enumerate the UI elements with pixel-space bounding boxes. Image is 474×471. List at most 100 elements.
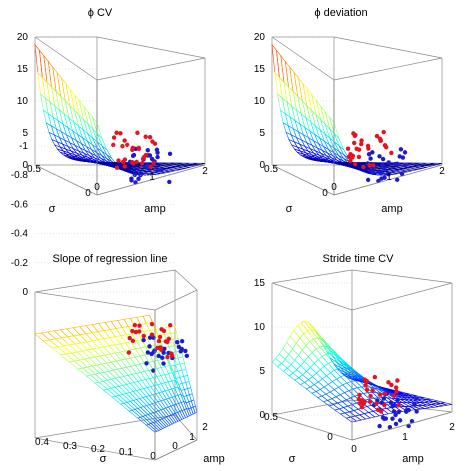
box-edge [34, 414, 176, 439]
mesh-cell [282, 341, 293, 355]
mesh-cell [292, 128, 303, 141]
mesh-cell [103, 329, 116, 339]
blue-point [388, 400, 394, 405]
amp-tick-label: 2 [202, 422, 208, 433]
mesh-cell [47, 330, 63, 340]
mesh-cell [297, 131, 308, 144]
z-tick-label: 0 [259, 160, 265, 171]
z-tick-label: 20 [254, 32, 266, 43]
sigma-axis-label: σ [100, 453, 107, 465]
mesh-cell [34, 332, 51, 342]
sigma-tick-label: 0.3 [63, 441, 77, 452]
mesh-cell [85, 340, 100, 350]
mesh-cell [91, 331, 105, 341]
mesh-cell [97, 338, 110, 348]
blue-point [402, 163, 408, 168]
red-point [356, 154, 362, 160]
blue-point [365, 177, 371, 183]
mesh-cell [114, 343, 126, 353]
box-edge [333, 164, 443, 196]
mesh-cell [37, 71, 46, 99]
box-edge [333, 57, 443, 81]
mesh-cell [34, 43, 43, 79]
mesh-cell [187, 387, 193, 396]
box-edge [174, 269, 198, 291]
mesh-cell [114, 351, 127, 361]
mesh-cell [134, 355, 145, 365]
blue-point [155, 150, 160, 155]
mesh-cell [163, 416, 173, 426]
red-point [130, 145, 136, 151]
blue-point [385, 171, 391, 177]
red-point [352, 140, 357, 146]
mesh-cell [47, 60, 57, 93]
red-point [391, 393, 396, 398]
mesh-cell [92, 347, 106, 357]
blue-point [380, 162, 385, 168]
mesh-cell [183, 375, 190, 383]
mesh-cell [74, 342, 89, 352]
amp-tick-label: 0 [351, 444, 357, 455]
red-point [132, 323, 138, 328]
blue-point [159, 168, 164, 173]
blue-point [414, 409, 419, 414]
panel-title: Stride time CV [323, 253, 395, 265]
mesh-cell [167, 380, 176, 390]
red-point [364, 387, 370, 393]
red-point [386, 380, 391, 385]
sigma-axis-label: σ [286, 203, 293, 215]
mesh-cell [275, 353, 286, 364]
box-edge [34, 164, 98, 196]
z-tick-label: 0 [259, 410, 265, 421]
blue-point [377, 154, 382, 159]
blue-point [395, 397, 400, 403]
sigma-axis-label: σ [289, 453, 296, 465]
red-point [133, 329, 139, 335]
red-point [127, 335, 132, 341]
mesh-cell [108, 344, 121, 354]
blue-point [161, 361, 166, 366]
blue-point [377, 170, 383, 175]
blue-point [161, 350, 166, 355]
red-point [378, 138, 383, 144]
mesh-cell [156, 367, 166, 376]
red-point [134, 159, 139, 165]
mesh-cell [129, 400, 142, 409]
red-point [382, 391, 388, 396]
blue-point [379, 176, 384, 181]
red-point [352, 161, 358, 167]
blue-point [377, 423, 382, 429]
red-point [394, 389, 399, 394]
red-point [396, 403, 401, 408]
mesh-cell [143, 405, 154, 414]
red-point [357, 392, 362, 398]
red-point [141, 154, 147, 160]
mesh-cell [290, 359, 302, 371]
mesh-cell [78, 325, 93, 335]
sigma-tick-label: 0.4 [35, 437, 49, 448]
mesh-cell [41, 76, 51, 103]
mesh-cell [154, 420, 166, 429]
blue-point [391, 409, 397, 414]
mesh-cell [104, 321, 117, 330]
mesh-cell [174, 386, 182, 396]
red-point [382, 402, 387, 408]
blue-point [370, 150, 375, 155]
blue-point [387, 424, 393, 430]
z-tick-label: 5 [259, 366, 265, 377]
mesh-cell [61, 336, 76, 346]
mesh-cell [288, 138, 298, 148]
box-edge [34, 36, 98, 81]
mesh-cell [157, 419, 167, 429]
box-edge [351, 269, 453, 284]
mesh-cell [137, 407, 149, 416]
mesh-cell [80, 341, 94, 351]
mesh-cell [85, 374, 100, 384]
red-point [374, 133, 380, 139]
sigma-tick-label: 0.5 [264, 164, 278, 175]
z-tick-label: 10 [254, 322, 266, 333]
red-point [116, 158, 121, 163]
sigma-tick-label: 0 [85, 188, 91, 199]
panel-3: Slope of regression line 0 -0.2 -0.4 -0.6 -0.… [11, 141, 225, 465]
